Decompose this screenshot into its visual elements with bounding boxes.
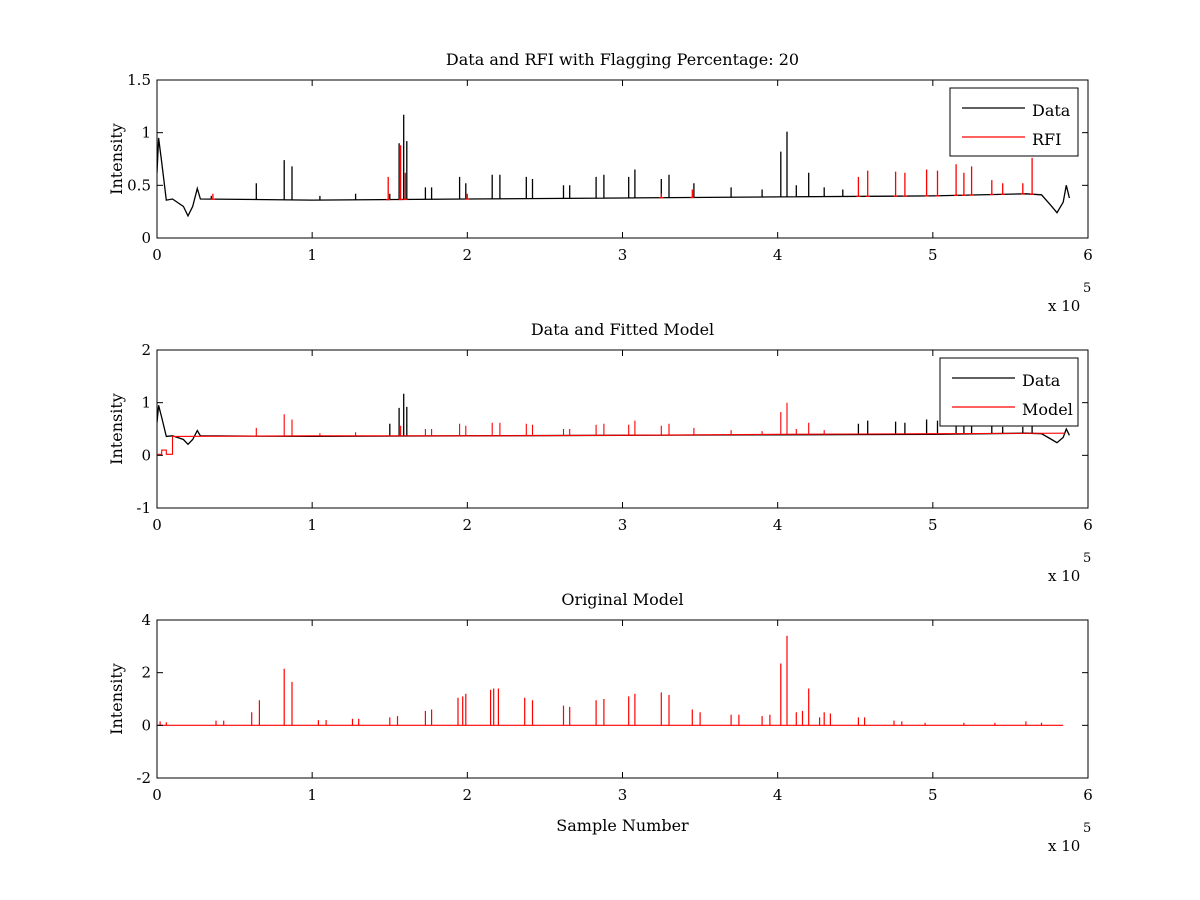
x-multiplier: x 10 bbox=[1048, 837, 1080, 855]
plot-area bbox=[156, 349, 1089, 509]
y-tick-label: 0 bbox=[141, 229, 151, 247]
x-tick-label: 5 bbox=[928, 246, 938, 264]
x-tick-label: 0 bbox=[152, 516, 162, 534]
legend: Data Model bbox=[939, 357, 1079, 427]
series-line-original-model bbox=[157, 635, 1064, 726]
x-tick-label: 5 bbox=[928, 516, 938, 534]
x-exponent: 5 bbox=[1083, 821, 1091, 836]
x-tick-label: 1 bbox=[307, 246, 317, 264]
data-layer bbox=[157, 393, 1070, 455]
legend: Data RFI bbox=[949, 87, 1079, 157]
y-tick-label: -1 bbox=[136, 499, 151, 517]
y-tick-label: 4 bbox=[141, 611, 151, 629]
x-tick-label: 4 bbox=[773, 246, 783, 264]
x-tick-label: 2 bbox=[463, 516, 473, 534]
x-axis-label: Sample Number bbox=[556, 816, 689, 835]
legend-label: Data bbox=[1032, 101, 1071, 120]
x-tick-label: 6 bbox=[1083, 786, 1093, 804]
y-axis-label: Intensity bbox=[107, 663, 126, 735]
legend-label: Model bbox=[1022, 400, 1073, 419]
x-multiplier: x 10 bbox=[1048, 567, 1080, 585]
x-tick-label: 1 bbox=[307, 516, 317, 534]
y-axis-label: Intensity bbox=[107, 123, 126, 195]
y-tick-label: -2 bbox=[136, 769, 151, 787]
legend-label: RFI bbox=[1032, 130, 1061, 149]
chart-title: Data and RFI with Flagging Percentage: 2… bbox=[446, 50, 799, 69]
plot-area bbox=[156, 79, 1089, 239]
x-multiplier: x 10 bbox=[1048, 297, 1080, 315]
y-tick-label: 0.5 bbox=[127, 176, 151, 194]
x-exponent: 5 bbox=[1083, 551, 1091, 566]
x-tick-label: 2 bbox=[463, 786, 473, 804]
x-tick-label: 0 bbox=[152, 786, 162, 804]
y-tick-label: 2 bbox=[141, 664, 151, 682]
x-exponent: 5 bbox=[1083, 281, 1091, 296]
data-layer bbox=[157, 635, 1064, 726]
chart-title: Data and Fitted Model bbox=[531, 320, 714, 339]
plot-area bbox=[156, 619, 1089, 779]
x-tick-label: 4 bbox=[773, 786, 783, 804]
x-tick-label: 3 bbox=[618, 516, 628, 534]
x-tick-label: 2 bbox=[463, 246, 473, 264]
y-tick-label: 1.5 bbox=[127, 71, 151, 89]
data-layer bbox=[157, 114, 1071, 218]
chart-title: Original Model bbox=[561, 590, 683, 609]
y-tick-label: 0 bbox=[141, 446, 151, 464]
y-tick-label: 1 bbox=[141, 124, 151, 142]
x-tick-label: 6 bbox=[1083, 246, 1093, 264]
y-axis-label: Intensity bbox=[107, 393, 126, 465]
y-tick-label: 1 bbox=[141, 394, 151, 412]
legend-box bbox=[949, 87, 1079, 157]
series-line-model bbox=[157, 402, 1065, 455]
legend-label: Data bbox=[1022, 371, 1061, 390]
x-tick-label: 1 bbox=[307, 786, 317, 804]
x-tick-label: 6 bbox=[1083, 516, 1093, 534]
series-line-rfi bbox=[210, 145, 1035, 201]
x-tick-label: 3 bbox=[618, 246, 628, 264]
x-tick-label: 5 bbox=[928, 786, 938, 804]
x-tick-label: 4 bbox=[773, 516, 783, 534]
legend-box bbox=[939, 357, 1079, 427]
x-tick-label: 3 bbox=[618, 786, 628, 804]
x-tick-label: 0 bbox=[152, 246, 162, 264]
y-tick-label: 2 bbox=[141, 341, 151, 359]
y-tick-label: 0 bbox=[141, 716, 151, 734]
